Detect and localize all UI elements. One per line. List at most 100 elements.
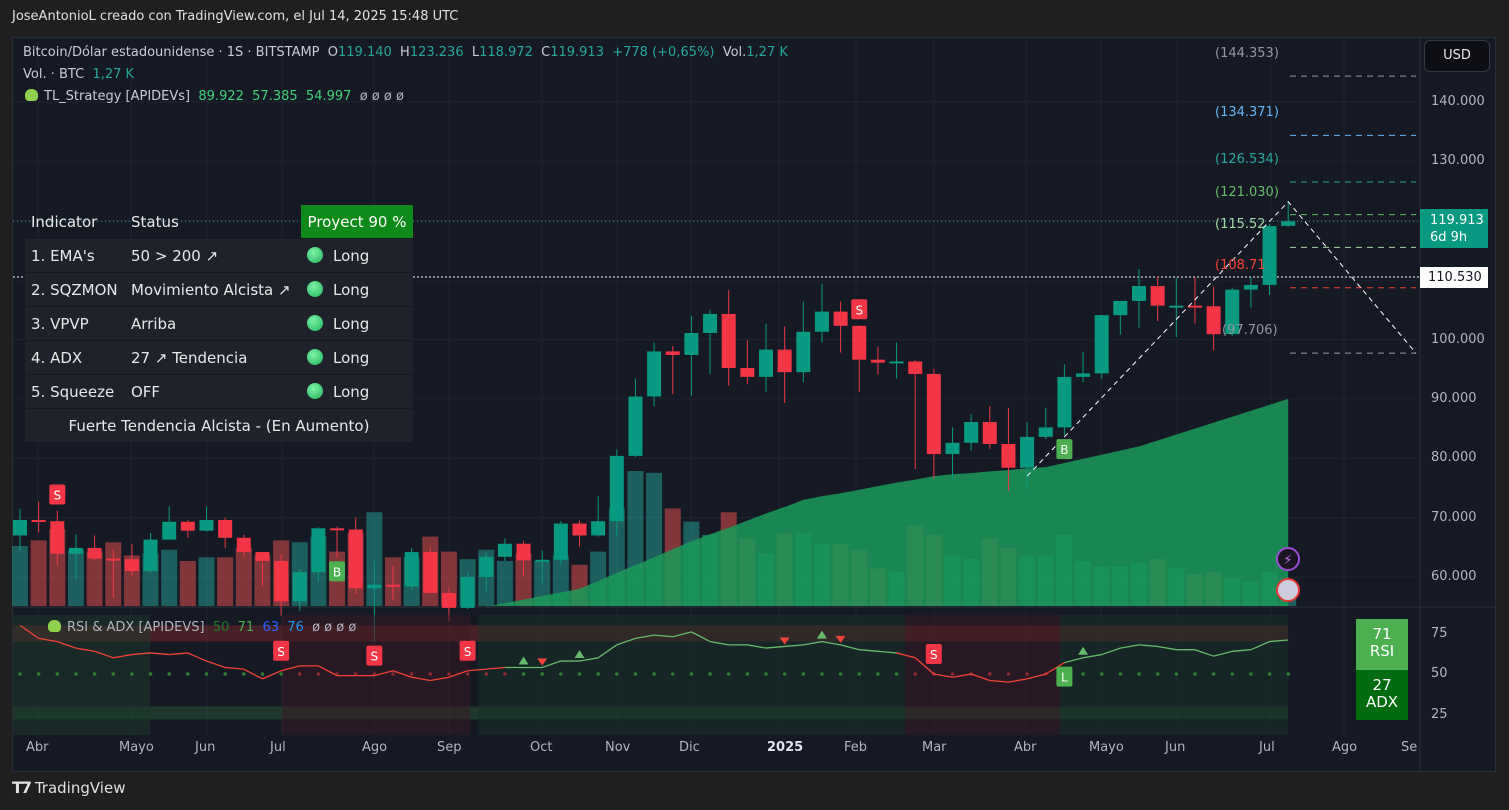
adx-dot — [18, 672, 22, 676]
indicator-table: Indicator Status Proyect 90 % 1. EMA's 50… — [25, 205, 413, 442]
vol-label: Vol. — [722, 45, 747, 60]
adx-dot — [670, 672, 675, 676]
rsi-legend-value: 71 — [237, 620, 255, 635]
rsi-line-segment — [654, 634, 673, 638]
rsi-line-segment — [75, 647, 95, 652]
candle-body — [1132, 286, 1146, 301]
rsi-signal-marker — [459, 640, 476, 661]
rsi-line-segment — [131, 652, 151, 656]
rsi-line-segment — [877, 650, 897, 654]
rsi-signal-label: S — [930, 648, 938, 662]
strategy-value: 89.922 — [198, 89, 244, 104]
green-dot-icon — [307, 314, 323, 331]
volume-bar — [366, 512, 383, 606]
candle-body — [124, 559, 139, 572]
candle-body — [721, 313, 736, 368]
candle-body — [367, 584, 382, 589]
candle-body — [1262, 226, 1277, 285]
indicator-signal: Long — [333, 246, 370, 265]
candle-body — [1113, 300, 1128, 316]
volume-bar — [515, 553, 532, 606]
time-axis-label: Ago — [1332, 740, 1358, 755]
adx-dot — [726, 672, 731, 676]
fib-level-label: (144.353) — [1215, 46, 1279, 62]
rsi-line-segment — [803, 640, 823, 646]
rsi-line-segment — [280, 665, 300, 672]
candle-body — [740, 368, 755, 377]
candle-body — [572, 523, 587, 536]
candle-body — [945, 442, 960, 455]
rsi-up-triangle — [1078, 646, 1089, 655]
rsi-line-segment — [952, 673, 972, 678]
candle-body — [553, 523, 568, 560]
rsi-line-segment — [784, 644, 804, 648]
indicator-status: Arriba — [125, 306, 301, 341]
adx-dot — [894, 672, 899, 676]
time-axis-label: Jul — [1259, 740, 1275, 755]
rsi-line-segment — [989, 679, 1009, 683]
time-axis-label: Feb — [844, 740, 868, 755]
symbol-legend[interactable]: Bitcoin/Dólar estadounidense · 1S · BITS… — [23, 45, 788, 60]
candle-body — [460, 577, 475, 608]
candle-body — [106, 558, 121, 561]
adx-dot — [223, 672, 227, 676]
indicator-signal: Long — [333, 314, 370, 333]
rsi-line-segment — [187, 652, 207, 662]
indicator-name: 4. ADX — [25, 340, 125, 375]
table-row: 5. Squeeze OFF Long — [25, 374, 413, 409]
rsi-line-segment — [1138, 644, 1158, 648]
rsi-line-segment — [1026, 673, 1046, 680]
vol-value: 1,27 K — [746, 45, 788, 60]
rsi-up-triangle — [518, 656, 529, 665]
rsi-line-segment — [1082, 653, 1102, 659]
change-value: +778 (+0,65%) — [612, 45, 715, 60]
strategy-value: 54.997 — [305, 89, 352, 104]
rsi-line-segment — [1045, 662, 1065, 675]
candle-body — [199, 520, 214, 531]
indicator-signal: Long — [333, 348, 370, 367]
candle-body — [833, 311, 848, 326]
rsi-line-segment — [262, 670, 282, 680]
candle-body — [535, 559, 550, 562]
candle-body — [180, 521, 195, 531]
rsi-line-segment — [541, 660, 562, 669]
rsi-signal-marker — [273, 640, 290, 661]
candle-body — [926, 373, 941, 455]
adx-dot — [950, 672, 955, 676]
tradingview-logo[interactable]: T7 TradingView — [12, 778, 125, 797]
adx-dot — [111, 672, 116, 676]
frog-icon — [48, 620, 61, 632]
strategy-legend[interactable]: TL_Strategy [APIDEVs] 89.922 57.385 54.9… — [25, 89, 404, 104]
adx-dot — [1118, 672, 1123, 676]
adx-dot — [633, 672, 638, 676]
candle-body — [982, 422, 997, 444]
candle-body — [292, 572, 307, 602]
rsi-legend-value: 76 — [287, 620, 304, 635]
table-header-indicator: Indicator — [31, 212, 98, 231]
rsi-axis-tick: 75 — [1431, 626, 1448, 641]
green-dot-icon — [307, 246, 323, 263]
rsi-up-triangle — [574, 650, 585, 659]
low-value: 118.972 — [479, 45, 533, 60]
candle-body — [87, 547, 102, 559]
rsi-line-segment — [486, 666, 505, 670]
candle-body — [665, 351, 680, 355]
adx-dot — [204, 672, 209, 676]
trend-background — [905, 615, 1060, 735]
volume-legend[interactable]: Vol. · BTC 1,27 K — [23, 67, 134, 82]
rsi-line-segment — [765, 645, 785, 649]
price-axis-tick: 140.000 — [1431, 94, 1485, 109]
currency-button[interactable]: USD — [1424, 40, 1490, 72]
rsi-legend-value: 63 — [262, 620, 279, 635]
adx-dot — [1211, 672, 1216, 676]
logo-text: TradingView — [34, 779, 126, 797]
candle-body — [1281, 221, 1296, 226]
close-value: 119.913 — [550, 45, 604, 60]
tv-logo-icon: T7 — [12, 778, 32, 797]
table-row: 2. SQZMON Movimiento Alcista ↗ Long — [25, 272, 413, 307]
adx-dot — [559, 672, 563, 676]
table-row: 1. EMA's 50 > 200 ↗ Long — [25, 238, 413, 273]
rsi-legend[interactable]: RSI & ADX [APIDEVS] 50 71 63 76 ø ø ø ø — [48, 620, 356, 635]
adx-label: ADX — [1365, 693, 1399, 711]
